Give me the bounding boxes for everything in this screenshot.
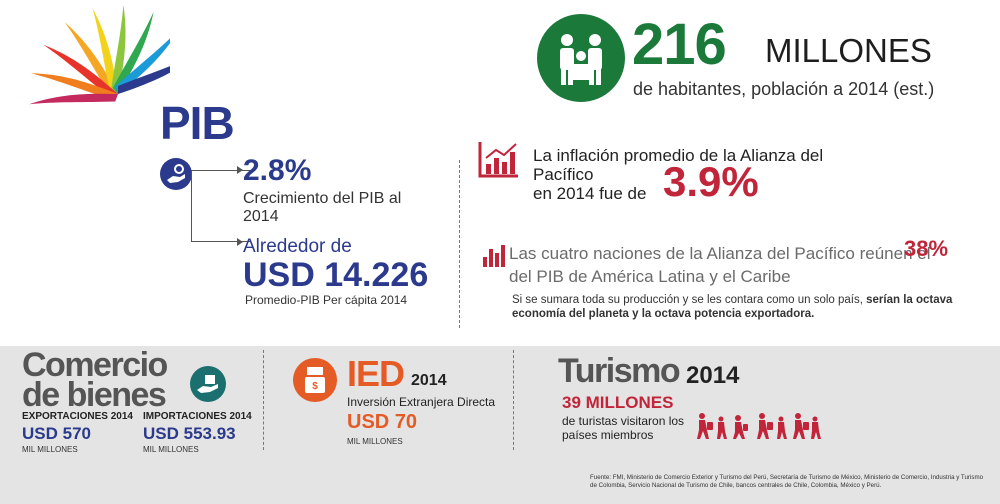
ied-title: IED bbox=[347, 353, 405, 394]
ied-unit: MIL MILLONES bbox=[347, 437, 403, 446]
hand-coin-icon bbox=[160, 158, 192, 190]
pib-growth-value: 2.8% bbox=[243, 154, 312, 187]
hand-box-icon bbox=[190, 366, 226, 402]
gdp-per-capita-prefix: Alrededor de bbox=[243, 236, 352, 257]
share-text-line1: Las cuatro naciones de la Alianza del Pa… bbox=[509, 244, 931, 263]
inflation-text: La inflación promedio de la Alianza del … bbox=[533, 146, 873, 203]
exports-value: USD 570 bbox=[22, 424, 91, 443]
tourists-icon bbox=[697, 413, 821, 439]
pib-title: PIB bbox=[160, 97, 235, 149]
trade-title-line1: Comercio bbox=[22, 346, 168, 384]
bar-chart-icon bbox=[483, 245, 505, 267]
arrow-right-icon bbox=[237, 238, 243, 246]
pib-connector bbox=[191, 170, 251, 242]
share-value: 38% bbox=[904, 236, 949, 261]
tourism-year: 2014 bbox=[686, 362, 740, 389]
imports-unit: MIL MILLONES bbox=[143, 445, 199, 454]
population-unit: MILLONES bbox=[765, 32, 932, 69]
gdp-per-capita-value: USD 14.226 bbox=[243, 256, 429, 294]
share-note: Si se sumara toda su producción y se les… bbox=[512, 293, 982, 321]
share-text-line2: del PIB de América Latina y el Caribe bbox=[509, 267, 791, 286]
tourism-title: Turismo bbox=[558, 352, 681, 390]
imports-value: USD 553.93 bbox=[143, 424, 236, 443]
bar-chart-icon bbox=[478, 142, 518, 178]
arrow-right-icon bbox=[237, 166, 243, 174]
ied-value: USD 70 bbox=[347, 411, 418, 433]
gdp-per-capita-label: Promedio-PIB Per cápita 2014 bbox=[245, 293, 408, 307]
divider bbox=[513, 350, 514, 450]
ied-label: Inversión Extranjera Directa bbox=[347, 395, 496, 409]
trade-title-line2: de bienes bbox=[22, 376, 167, 414]
family-icon bbox=[537, 14, 625, 102]
inflation-value: 3.9% bbox=[663, 158, 759, 205]
exports-label: EXPORTACIONES 2014 bbox=[22, 411, 133, 422]
alianza-pacifico-logo bbox=[29, 6, 170, 105]
divider bbox=[459, 160, 460, 328]
trade-title: Comercio de bienes bbox=[22, 346, 168, 414]
inflation-text-line1: La inflación promedio de la Alianza del … bbox=[533, 146, 824, 184]
tourism-value: 39 MILLONES bbox=[562, 393, 674, 412]
divider bbox=[263, 350, 264, 450]
exports-unit: MIL MILLONES bbox=[22, 445, 78, 454]
pib-growth-label: Crecimiento del PIB al 2014 bbox=[243, 190, 402, 225]
bottom-band bbox=[0, 346, 1000, 504]
register-icon: $ bbox=[293, 358, 337, 402]
inflation-text-line2: en 2014 fue de bbox=[533, 184, 647, 203]
ied-year: 2014 bbox=[411, 372, 447, 389]
svg-text:$: $ bbox=[312, 381, 318, 392]
tourism-label: de turistas visitaron los países miembro… bbox=[562, 414, 685, 442]
share-note-plain: Si se sumara toda su producción y se les… bbox=[512, 294, 867, 306]
source-note: Fuente: FMI, Ministerio de Comercio Exte… bbox=[590, 474, 984, 489]
imports-label: IMPORTACIONES 2014 bbox=[143, 411, 252, 422]
population-label: de habitantes, población a 2014 (est.) bbox=[633, 79, 935, 99]
share-note-bold: serían la octava economía del planeta y … bbox=[512, 294, 953, 320]
population-value: 216 bbox=[632, 12, 727, 77]
share-text: Las cuatro naciones de la Alianza del Pa… bbox=[509, 242, 969, 288]
